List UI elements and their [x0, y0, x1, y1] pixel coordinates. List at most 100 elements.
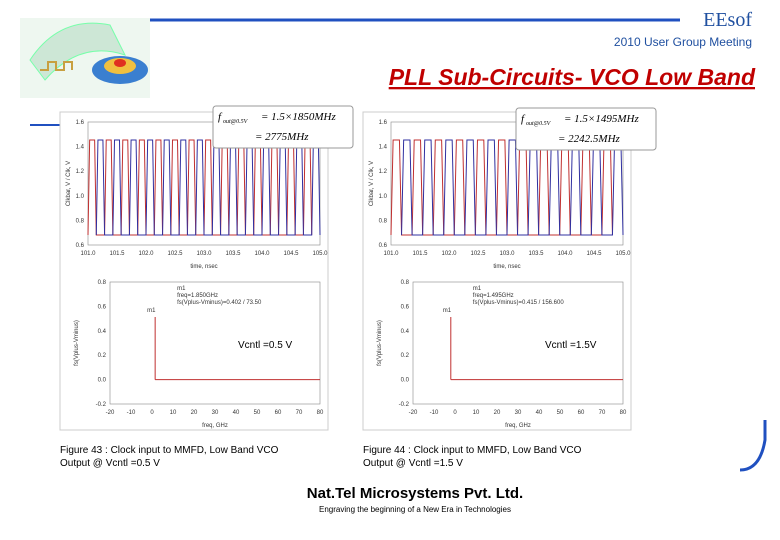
frame-line: [150, 18, 767, 472]
marker-readout: m1: [473, 286, 482, 292]
y-tick-label: 0.0: [98, 378, 107, 384]
x-tick-label: 103.0: [196, 251, 212, 257]
x-tick-label: 30: [515, 410, 522, 416]
y-tick-label: 0.2: [401, 353, 410, 359]
x-tick-label: 101.0: [80, 251, 96, 257]
plot-frame: [109, 281, 321, 405]
x-axis-label: freq, GHz: [505, 423, 531, 429]
formula-result: = 2242.5MHz: [558, 133, 621, 145]
x-tick-label: 103.5: [528, 251, 544, 257]
tagline: Engraving the beginning of a New Era in …: [319, 505, 511, 514]
x-axis-label: freq, GHz: [202, 423, 228, 429]
caption: Output @ Vcntl =1.5 V: [363, 458, 463, 469]
x-tick-label: 103.5: [225, 251, 241, 257]
formula-sub: out@0.5V: [526, 121, 552, 127]
formula-result: = 2775MHz: [255, 131, 309, 143]
y-tick-label: 0.6: [401, 304, 410, 310]
marker-readout: m1: [177, 286, 186, 292]
x-tick-label: 102.5: [470, 251, 486, 257]
x-tick-label: 104.5: [283, 251, 299, 257]
marker-readout: freq=1.495GHz: [473, 293, 514, 299]
y-tick-label: 0.6: [76, 243, 85, 249]
y-tick-label: 0.0: [401, 378, 410, 384]
plot-frame: [412, 281, 624, 405]
y-tick-label: 0.6: [379, 243, 388, 249]
spectrum: [154, 317, 320, 381]
x-tick-label: 101.5: [412, 251, 428, 257]
x-tick-label: -20: [106, 410, 115, 416]
x-tick-label: 104.0: [557, 251, 573, 257]
event: 2010 User Group Meeting: [614, 35, 752, 49]
x-tick-label: -10: [430, 410, 439, 416]
y-tick-label: 0.8: [98, 280, 107, 286]
formula-box: [212, 105, 354, 149]
company: Nat.Tel Microsystems Pvt. Ltd.: [307, 485, 523, 502]
slide-title: PLL Sub-Circuits- VCO Low Band: [389, 64, 756, 90]
y-tick-label: 1.6: [76, 120, 85, 126]
x-tick-label: 0: [150, 410, 154, 416]
formula-rhs: = 1.5×1850MHz: [261, 111, 336, 123]
y-tick-label: 1.4: [76, 145, 85, 151]
plot-frame: [87, 121, 321, 246]
x-tick-label: 10: [473, 410, 480, 416]
x-tick-label: 50: [557, 410, 564, 416]
marker-readout: fs(Vplus-Vminus)=0.402 / 73.50: [177, 300, 262, 306]
x-tick-label: 105.0: [615, 251, 631, 257]
x-tick-label: 0: [453, 410, 457, 416]
panel: 1.6 1.4 1.2 1.0 0.8 0.6 101.0 101.5 102.0 102.5 10…: [59, 105, 354, 469]
y-tick-label: 1.0: [76, 194, 85, 200]
annotation: Vcntl =1.5V: [545, 340, 597, 351]
x-tick-label: 102.0: [441, 251, 457, 257]
y-tick-label: 1.4: [379, 145, 388, 151]
spectrum: [450, 317, 623, 381]
x-tick-label: 70: [296, 410, 303, 416]
y-tick-label: 0.8: [401, 280, 410, 286]
x-tick-label: 40: [536, 410, 543, 416]
y-tick-label: 1.2: [379, 169, 388, 175]
caption: Output @ Vcntl =0.5 V: [60, 458, 160, 469]
waveform: [390, 139, 613, 236]
formula-sub: out@0.5V: [223, 119, 249, 125]
annotation: Vcntl =0.5 V: [238, 340, 293, 351]
plot-frame: [390, 121, 624, 246]
y-tick-label: 0.8: [379, 218, 388, 224]
x-tick-label: 40: [233, 410, 240, 416]
x-tick-label: 103.0: [499, 251, 515, 257]
y-tick-label: 0.4: [98, 329, 107, 335]
x-tick-label: 105.0: [312, 251, 328, 257]
y-tick-label: 0.2: [98, 353, 107, 359]
x-tick-label: 101.5: [109, 251, 125, 257]
y-axis-label: fs(Vplus-Vminus): [74, 320, 80, 366]
x-axis-label: time, nsec: [493, 264, 520, 270]
x-tick-label: 102.5: [167, 251, 183, 257]
waveform: [401, 139, 624, 236]
formula-f: f: [218, 111, 223, 123]
y-axis-label: Clkbar, V / Clk, V: [369, 161, 375, 206]
x-tick-label: 20: [494, 410, 501, 416]
x-tick-label: 104.5: [586, 251, 602, 257]
y-tick-label: 0.8: [76, 218, 85, 224]
x-tick-label: 30: [212, 410, 219, 416]
x-axis-label: time, nsec: [190, 264, 217, 270]
marker-label: m1: [147, 308, 156, 314]
x-tick-label: 102.0: [138, 251, 154, 257]
y-tick-label: -0.2: [399, 402, 410, 408]
x-tick-label: 70: [599, 410, 606, 416]
x-tick-label: 10: [170, 410, 177, 416]
panels: 1.6 1.4 1.2 1.0 0.8 0.6 101.0 101.5 102.0 102.5 10…: [59, 105, 657, 469]
x-tick-label: 60: [275, 410, 282, 416]
y-axis-label: fs(Vplus-Vminus): [377, 320, 383, 366]
x-tick-label: 80: [317, 410, 324, 416]
y-tick-label: 1.6: [379, 120, 388, 126]
x-tick-label: -10: [127, 410, 136, 416]
panel-bg: [59, 111, 329, 431]
caption: Figure 43 : Clock input to MMFD, Low Ban…: [60, 445, 279, 456]
x-tick-label: -20: [409, 410, 418, 416]
marker-readout: fs(Vplus-Vminus)=0.415 / 156.600: [473, 300, 565, 306]
y-tick-label: 0.6: [98, 304, 107, 310]
marker-readout: freq=1.850GHz: [177, 293, 218, 299]
x-tick-label: 20: [191, 410, 198, 416]
x-tick-label: 50: [254, 410, 261, 416]
y-tick-label: -0.2: [96, 402, 107, 408]
